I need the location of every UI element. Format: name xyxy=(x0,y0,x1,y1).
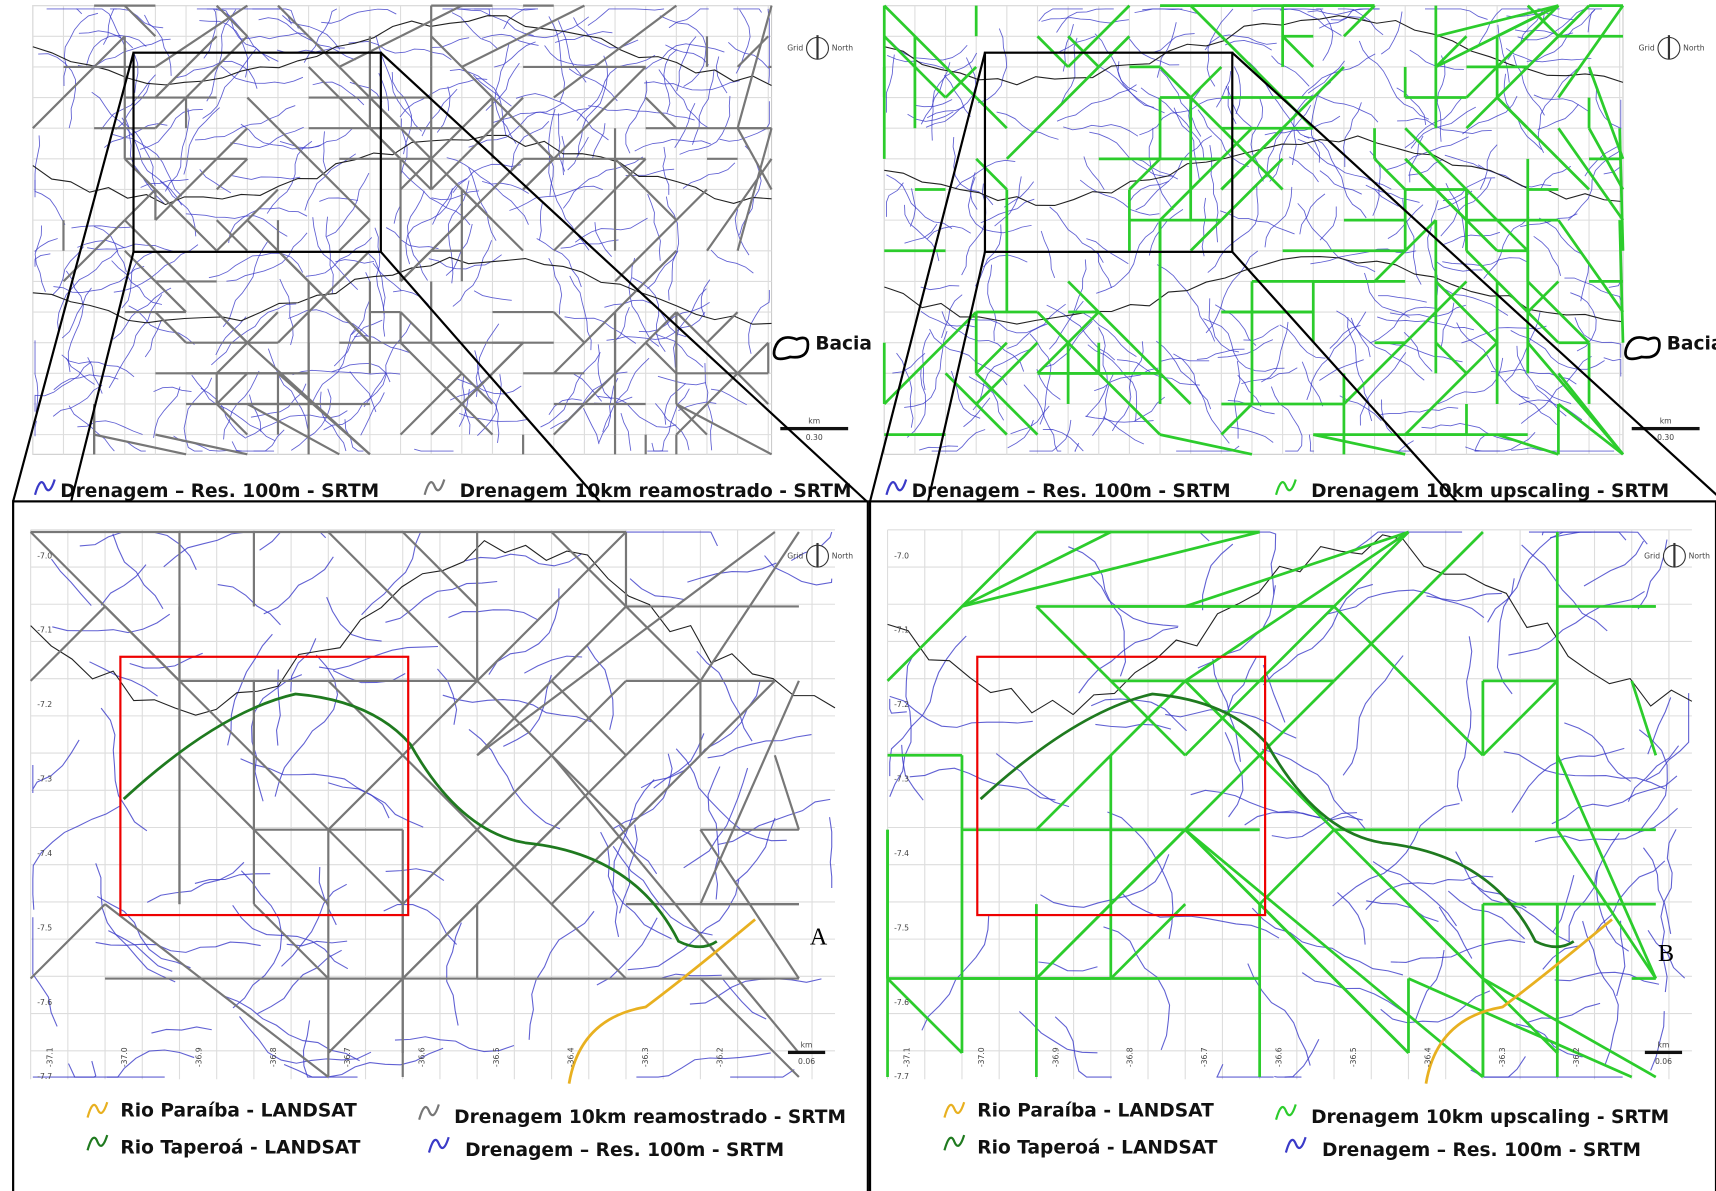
lat-label: -7.3 xyxy=(37,775,52,784)
drainage-fine xyxy=(1274,1076,1301,1077)
compass-label: North xyxy=(1683,43,1705,52)
lon-label: -36.7 xyxy=(1200,1047,1209,1067)
legend-icon xyxy=(886,479,906,494)
legend-icon xyxy=(944,1135,964,1150)
bacia-icon xyxy=(1625,337,1659,358)
lon-label: -36.4 xyxy=(566,1047,575,1067)
legend-text: Drenagem – Res. 100m - SRTM xyxy=(1322,1140,1641,1161)
lon-label: -37.1 xyxy=(902,1047,911,1067)
legend-icon xyxy=(1276,1104,1296,1119)
lat-label: -7.4 xyxy=(894,849,909,858)
compass-label: North xyxy=(832,43,854,52)
lon-label: -36.5 xyxy=(1349,1047,1358,1067)
lat-label: -7.4 xyxy=(37,849,52,858)
scale-value: 0.06 xyxy=(1655,1057,1672,1066)
lat-label: -7.5 xyxy=(894,923,909,932)
lat-label: -7.0 xyxy=(37,551,52,560)
scale-unit: km xyxy=(801,1040,813,1049)
lat-label: -7.5 xyxy=(37,923,52,932)
lat-label: -7.3 xyxy=(894,775,909,784)
lat-label: -7.2 xyxy=(894,700,909,709)
legend-icon xyxy=(419,1104,439,1119)
lon-label: -36.9 xyxy=(194,1047,203,1067)
lon-label: -36.2 xyxy=(715,1047,724,1067)
lon-label: -36.2 xyxy=(1572,1047,1581,1067)
lat-label: -7.2 xyxy=(37,700,52,709)
lon-label: -36.9 xyxy=(1051,1047,1060,1067)
maps: Grid North Bacia km 0.30 Drenagem – Res. 100m… xyxy=(13,6,1716,1191)
legend-text: Drenagem – Res. 100m - SRTM xyxy=(465,1140,784,1161)
legend-icon xyxy=(944,1102,964,1117)
lat-label: -7.7 xyxy=(37,1072,52,1081)
lon-label: -36.7 xyxy=(343,1047,352,1067)
scale-unit: km xyxy=(808,417,820,426)
compass-label: North xyxy=(832,551,854,560)
legend-text: Rio Taperoá - LANDSAT xyxy=(120,1138,360,1159)
legend-text: Drenagem 10km upscaling - SRTM xyxy=(1311,481,1669,502)
bacia-label: Bacia xyxy=(815,333,872,354)
legend-icon xyxy=(88,1102,108,1117)
legend-text: Drenagem 10km reamostrado - SRTM xyxy=(454,1107,846,1128)
bacia-label: Bacia xyxy=(1667,333,1716,354)
lat-label: -7.1 xyxy=(894,626,909,635)
legend-icon xyxy=(1286,1137,1306,1152)
legend-text: Drenagem 10km upscaling - SRTM xyxy=(1311,1107,1669,1128)
scale-unit: km xyxy=(1660,417,1672,426)
legend-text: Rio Paraíba - LANDSAT xyxy=(120,1100,357,1121)
lat-label: -7.0 xyxy=(894,551,909,560)
legend-icon xyxy=(429,1137,449,1152)
bacia-icon xyxy=(774,337,808,358)
legend-text: Drenagem – Res. 100m - SRTM xyxy=(60,481,379,502)
lat-label: -7.6 xyxy=(37,998,52,1007)
legend-icon xyxy=(1276,479,1296,494)
compass-label: Grid xyxy=(1639,43,1655,52)
panel-letter: B xyxy=(1658,941,1674,967)
compass-label: Grid xyxy=(1644,551,1660,560)
scale-value: 0.30 xyxy=(806,433,823,442)
legend-text: Rio Paraíba - LANDSAT xyxy=(977,1100,1214,1121)
lon-label: -37.1 xyxy=(46,1047,55,1067)
lon-label: -36.3 xyxy=(641,1047,650,1067)
scale-value: 0.06 xyxy=(798,1057,815,1066)
lon-label: -37.0 xyxy=(120,1047,129,1067)
compass-label: Grid xyxy=(787,43,803,52)
compass-label: North xyxy=(1689,551,1711,560)
legend-text: Rio Taperoá - LANDSAT xyxy=(977,1138,1217,1159)
lon-label: -37.0 xyxy=(977,1047,986,1067)
lat-label: -7.7 xyxy=(894,1072,909,1081)
scale-unit: km xyxy=(1658,1040,1670,1049)
lat-label: -7.1 xyxy=(37,626,52,635)
legend-icon xyxy=(425,479,445,494)
scale-bar xyxy=(1645,1051,1682,1054)
legend-text: Drenagem 10km reamostrado - SRTM xyxy=(460,481,852,502)
legend-icon xyxy=(88,1135,108,1150)
legend-text: Drenagem – Res. 100m - SRTM xyxy=(912,481,1231,502)
lon-label: -36.4 xyxy=(1423,1047,1432,1067)
legend-icon xyxy=(35,479,55,494)
lon-label: -36.5 xyxy=(492,1047,501,1067)
lat-label: -7.6 xyxy=(894,998,909,1007)
scale-value: 0.30 xyxy=(1657,433,1674,442)
lon-label: -36.6 xyxy=(418,1047,427,1067)
lon-label: -36.8 xyxy=(269,1047,278,1067)
lon-label: -36.3 xyxy=(1498,1047,1507,1067)
compass-label: Grid xyxy=(787,551,803,560)
lon-label: -36.8 xyxy=(1126,1047,1135,1067)
scale-bar xyxy=(788,1051,825,1054)
lon-label: -36.6 xyxy=(1275,1047,1284,1067)
figure: Grid North Bacia km 0.30 Drenagem – Res. 100m… xyxy=(0,0,1716,1191)
panel-letter: A xyxy=(810,925,828,951)
